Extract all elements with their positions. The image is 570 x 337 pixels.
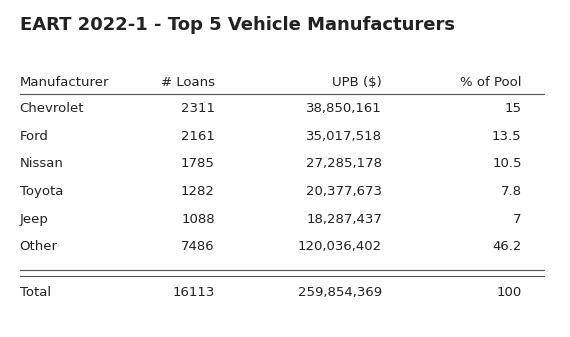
Text: 1282: 1282 (181, 185, 215, 198)
Text: Jeep: Jeep (19, 213, 48, 226)
Text: Toyota: Toyota (19, 185, 63, 198)
Text: 20,377,673: 20,377,673 (306, 185, 382, 198)
Text: Nissan: Nissan (19, 157, 63, 171)
Text: 120,036,402: 120,036,402 (298, 240, 382, 253)
Text: 38,850,161: 38,850,161 (307, 102, 382, 115)
Text: Chevrolet: Chevrolet (19, 102, 84, 115)
Text: 46.2: 46.2 (492, 240, 522, 253)
Text: Ford: Ford (19, 130, 48, 143)
Text: 35,017,518: 35,017,518 (306, 130, 382, 143)
Text: 100: 100 (496, 286, 522, 299)
Text: 2161: 2161 (181, 130, 215, 143)
Text: EART 2022-1 - Top 5 Vehicle Manufacturers: EART 2022-1 - Top 5 Vehicle Manufacturer… (19, 16, 454, 34)
Text: 27,285,178: 27,285,178 (306, 157, 382, 171)
Text: Total: Total (19, 286, 51, 299)
Text: 1088: 1088 (181, 213, 215, 226)
Text: 1785: 1785 (181, 157, 215, 171)
Text: 7.8: 7.8 (500, 185, 522, 198)
Text: Manufacturer: Manufacturer (19, 76, 109, 89)
Text: 18,287,437: 18,287,437 (306, 213, 382, 226)
Text: Other: Other (19, 240, 58, 253)
Text: 7: 7 (513, 213, 522, 226)
Text: 7486: 7486 (181, 240, 215, 253)
Text: 259,854,369: 259,854,369 (298, 286, 382, 299)
Text: 10.5: 10.5 (492, 157, 522, 171)
Text: 2311: 2311 (181, 102, 215, 115)
Text: # Loans: # Loans (161, 76, 215, 89)
Text: 13.5: 13.5 (492, 130, 522, 143)
Text: 15: 15 (504, 102, 522, 115)
Text: % of Pool: % of Pool (460, 76, 522, 89)
Text: 16113: 16113 (172, 286, 215, 299)
Text: UPB ($): UPB ($) (332, 76, 382, 89)
